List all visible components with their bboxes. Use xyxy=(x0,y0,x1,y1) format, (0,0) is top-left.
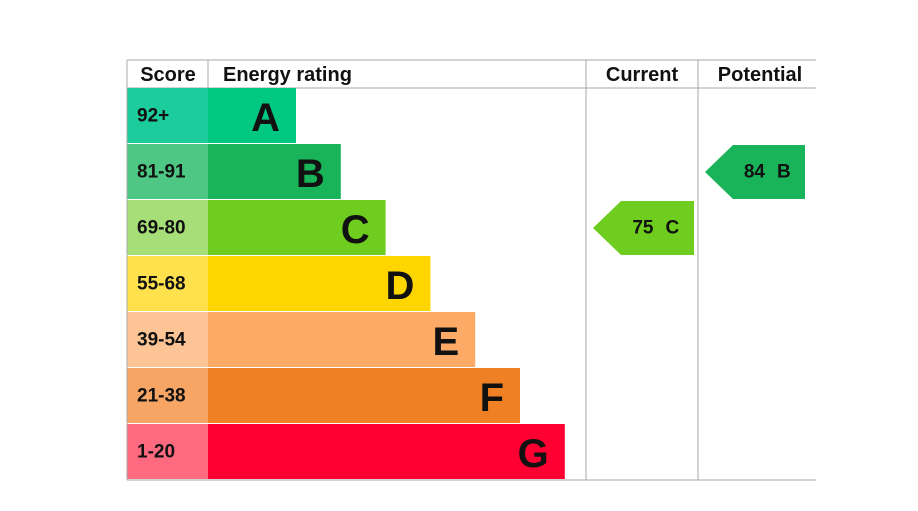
score-label: 1-20 xyxy=(137,442,175,463)
header: Energy rating xyxy=(223,64,352,86)
header: Potential xyxy=(718,64,802,86)
score-label: 69-80 xyxy=(137,218,186,239)
header: Current xyxy=(606,64,679,86)
score-label: 92+ xyxy=(137,106,169,127)
rating-letter: F xyxy=(480,376,504,420)
potential-value: 84 xyxy=(744,162,766,183)
potential-letter: B xyxy=(777,162,791,183)
rating-letter: D xyxy=(386,264,415,308)
rating-letter: A xyxy=(251,96,280,140)
rating-letter: C xyxy=(341,208,370,252)
rating-bar xyxy=(208,144,341,199)
rating-letter: B xyxy=(296,152,325,196)
score-cell xyxy=(127,368,208,423)
current-letter: C xyxy=(666,218,680,239)
score-cell xyxy=(127,256,208,311)
rating-bar xyxy=(208,312,476,367)
rating-bar xyxy=(208,88,296,143)
score-cell xyxy=(127,200,208,255)
score-label: 81-91 xyxy=(137,162,186,183)
score-label: 21-38 xyxy=(137,386,186,407)
rating-bar xyxy=(208,256,431,311)
rating-bar xyxy=(208,368,520,423)
current-arrow xyxy=(593,201,694,255)
score-cell xyxy=(127,312,208,367)
rating-letter: G xyxy=(518,432,549,476)
rating-letter: E xyxy=(433,320,460,364)
current-value: 75 xyxy=(632,218,654,239)
score-cell xyxy=(127,424,208,479)
potential-arrow xyxy=(705,145,805,199)
rating-bar xyxy=(208,424,565,479)
score-label: 39-54 xyxy=(137,330,186,351)
score-cell xyxy=(127,144,208,199)
score-cell xyxy=(127,88,208,143)
score-label: 55-68 xyxy=(137,274,186,295)
rating-bar xyxy=(208,200,386,255)
header: Score xyxy=(140,64,196,86)
